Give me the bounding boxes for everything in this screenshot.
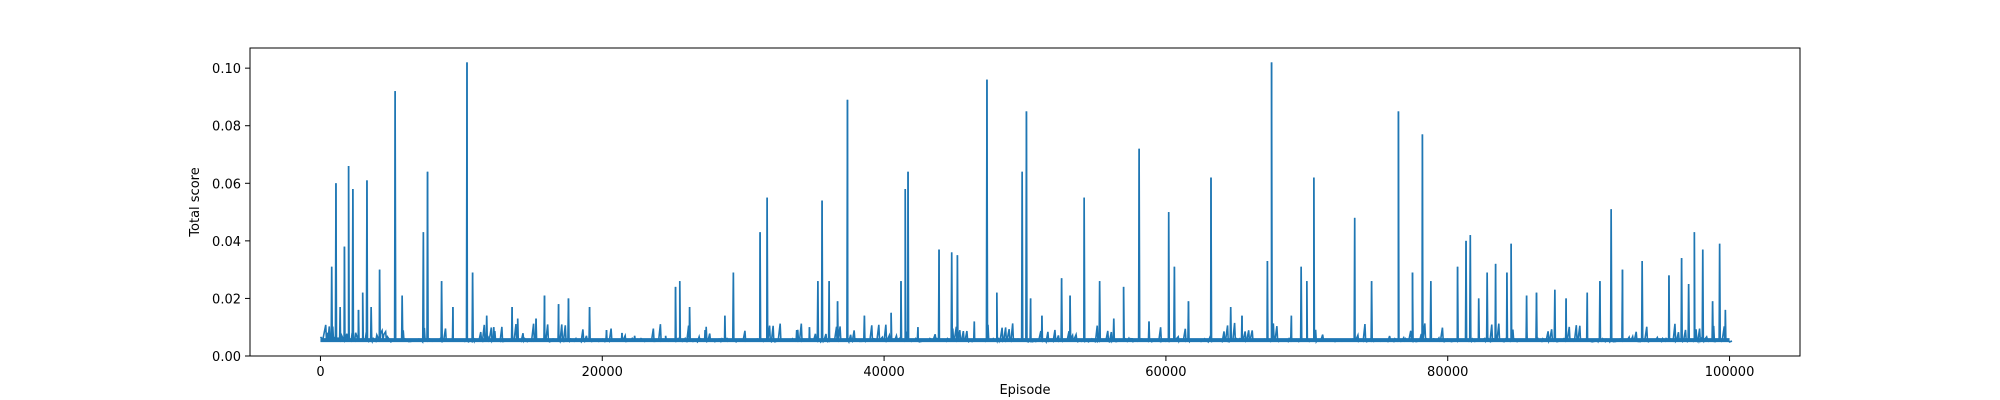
x-tick-label: 100000 <box>1705 365 1755 380</box>
y-tick-label: 0.10 <box>212 62 241 77</box>
y-tick-label: 0.06 <box>212 177 241 192</box>
y-tick-label: 0.02 <box>212 292 241 307</box>
x-axis-ticks: 0 20000 40000 60000 80000 100000 <box>316 356 1754 380</box>
y-tick-label: 0.00 <box>212 350 241 365</box>
y-tick-label: 0.04 <box>212 235 241 250</box>
x-tick-label: 20000 <box>582 365 623 380</box>
x-tick-label: 80000 <box>1427 365 1468 380</box>
data-layer <box>319 62 1733 345</box>
plot-frame <box>249 47 1801 357</box>
y-axis-label: Total score <box>188 167 203 237</box>
y-axis-ticks: 0.00 0.02 0.04 0.06 0.08 0.10 <box>212 62 250 365</box>
x-axis-label: Episode <box>999 383 1050 398</box>
y-tick-label: 0.08 <box>212 120 241 135</box>
x-tick-label: 60000 <box>1145 365 1186 380</box>
x-tick-label: 0 <box>316 365 324 380</box>
plot-area <box>250 48 1800 356</box>
x-tick-label: 40000 <box>863 365 904 380</box>
